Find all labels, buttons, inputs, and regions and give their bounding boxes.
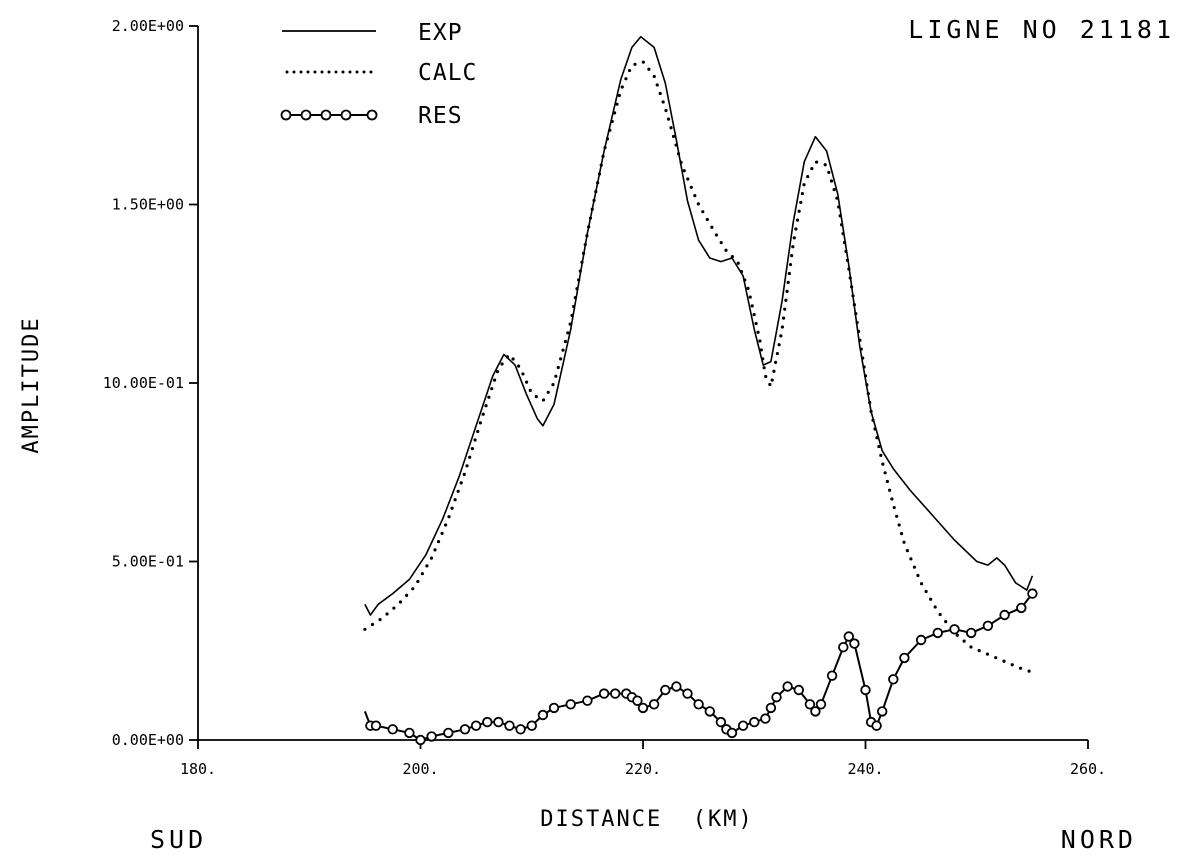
legend-res-swatch — [280, 109, 378, 121]
series-res-point — [682, 688, 693, 699]
series-res-point — [715, 716, 727, 728]
series-res-point — [999, 609, 1010, 621]
axes: 180. 200. 220. 240. 260. 0.00E+00 5.00E-01 10.0… — [103, 17, 1106, 778]
series-res-point — [610, 688, 621, 699]
chart-title: LIGNE NO 21181 — [908, 15, 1175, 44]
x-tick-label: 220. — [625, 760, 661, 778]
x-tick-label: 180. — [180, 760, 216, 778]
series-res-point — [737, 720, 749, 731]
right-note-nord: NORD — [1061, 825, 1137, 854]
series-res-point — [771, 692, 782, 703]
series-res-point — [815, 699, 827, 710]
y-axis-title: AMPLITUDE — [19, 316, 44, 453]
x-tick-label: 240. — [847, 760, 883, 778]
x-axis-title: DISTANCE (KM) — [540, 807, 753, 832]
series-res-point — [660, 684, 671, 696]
series-res-point — [443, 727, 454, 739]
series-res-point — [949, 624, 960, 635]
series-res-point — [415, 734, 426, 746]
series-res-point — [548, 702, 560, 714]
series-res-point — [804, 699, 816, 710]
series-res-point — [582, 695, 593, 706]
legend-calc-label: CALC — [418, 60, 477, 86]
series-res-point — [515, 724, 526, 735]
series-res-point — [982, 620, 994, 632]
series-res-point — [1016, 602, 1027, 614]
series-res-point — [370, 720, 382, 731]
left-note-sud: SUD — [150, 825, 207, 854]
y-tick-label: 5.00E-01 — [112, 553, 184, 571]
series-res-point — [760, 713, 771, 724]
series-res-point — [966, 627, 977, 639]
series-res-point — [526, 720, 538, 731]
series-res-point — [493, 716, 504, 728]
series-res-point — [504, 720, 515, 731]
series-res-point — [838, 642, 849, 653]
series-res-point — [765, 702, 777, 714]
series-res-point — [932, 627, 944, 639]
y-tick-label: 10.00E-01 — [103, 374, 184, 392]
y-tick-label: 1.50E+00 — [112, 196, 184, 214]
series-res-point — [826, 670, 838, 681]
series-res-point — [877, 706, 888, 717]
series-res-point — [860, 684, 871, 696]
legend: EXP CALC RES — [280, 20, 477, 129]
series-res-point — [632, 695, 643, 706]
series-res-point — [459, 724, 471, 735]
series-res-point — [888, 674, 899, 685]
series-res-point — [915, 634, 927, 646]
series-res-point — [637, 702, 649, 714]
y-tick-label: 0.00E+00 — [112, 731, 184, 749]
x-tick-label: 200. — [402, 760, 438, 778]
series-exp-line — [364, 35, 1034, 616]
series-res-point — [470, 720, 482, 731]
legend-exp-label: EXP — [418, 20, 463, 46]
series-res-point — [648, 699, 660, 710]
series-res-point — [537, 709, 549, 721]
series-res-point — [598, 688, 610, 699]
series-res-point — [404, 727, 415, 739]
series-res-line — [363, 592, 1034, 741]
series-layer — [363, 35, 1038, 746]
y-tick-label: 2.00E+00 — [112, 17, 184, 35]
series-res-point — [899, 652, 910, 664]
series-res-point — [726, 727, 738, 739]
series-res-point — [849, 638, 860, 649]
x-tick-label: 260. — [1070, 760, 1106, 778]
series-res-point — [843, 631, 855, 642]
series-res-point — [782, 681, 793, 692]
series-res-point — [793, 684, 805, 696]
legend-res-label: RES — [418, 103, 463, 129]
series-res-point — [704, 706, 716, 717]
series-res-point — [1027, 588, 1038, 599]
series-calc-line — [363, 59, 1034, 674]
series-res-point — [387, 724, 398, 735]
series-res-point — [749, 716, 760, 728]
series-res-point — [810, 706, 821, 717]
series-res-point — [671, 681, 682, 692]
series-res-point — [482, 716, 493, 728]
series-res-point — [426, 731, 437, 742]
series-res-point — [565, 699, 576, 710]
series-res-point — [693, 699, 704, 710]
series-res-point — [871, 720, 882, 731]
